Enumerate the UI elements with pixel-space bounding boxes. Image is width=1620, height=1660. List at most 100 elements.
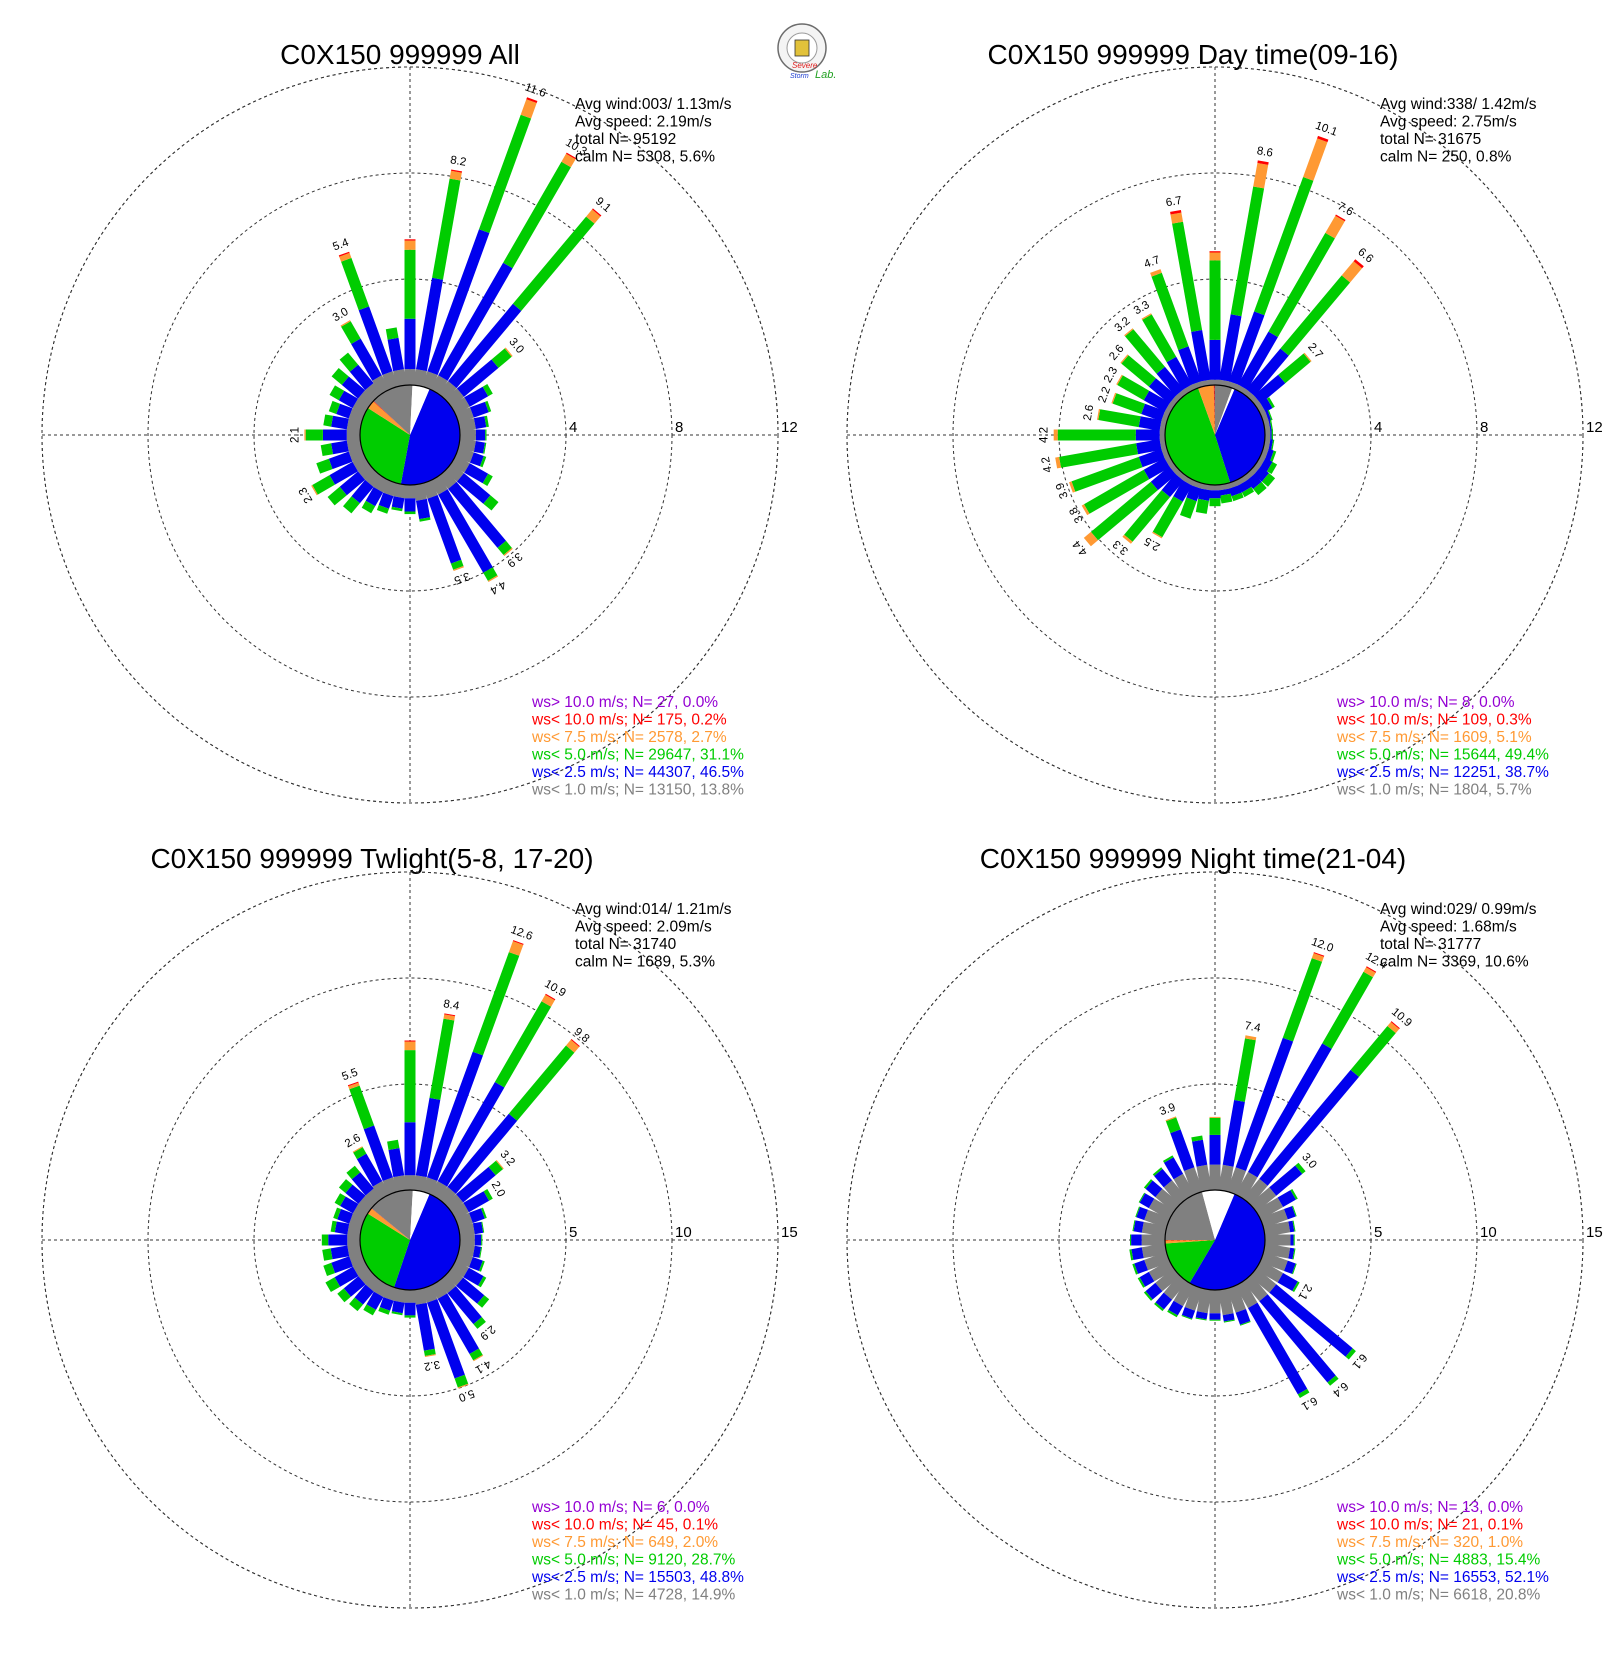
bar-segment-lt7_5 xyxy=(1363,967,1376,978)
bar-segment-lt1 xyxy=(1196,1164,1212,1192)
bar-segment-lt7_5 xyxy=(1387,1022,1400,1034)
legend-entry-lt5: ws< 5.0 m/s; N= 15644, 49.4% xyxy=(1336,747,1549,764)
bar-segment-lt2_5 xyxy=(338,390,358,409)
bar-value-label: 4.7 xyxy=(1143,254,1162,271)
bar-segment-lt2_5 xyxy=(1143,457,1170,480)
bar-segment-lt1 xyxy=(444,462,464,482)
bar-segment-lt2_5 xyxy=(1209,339,1221,380)
bar-value-label: 8.4 xyxy=(442,998,460,1013)
bar-segment-lt1 xyxy=(1184,1167,1204,1195)
pie-slice-calm xyxy=(410,385,430,435)
bar-segment-lt5 xyxy=(484,415,489,428)
stats-line: total N= 95192 xyxy=(575,131,676,148)
pie-outline xyxy=(359,384,461,486)
bar-segment-lt5 xyxy=(485,429,487,441)
bar-segment-lt2_5 xyxy=(358,306,393,375)
bar-segment-lt2_5 xyxy=(1246,348,1289,397)
bar-segment-lt2_5 xyxy=(1288,1247,1295,1260)
bar-segment-lt2_5 xyxy=(427,1299,465,1379)
bar-value-label: 3.5 xyxy=(452,569,471,586)
bar-segment-lt2_5 xyxy=(1131,1247,1144,1260)
bar-segment-lt1 xyxy=(365,383,383,401)
bar-segment-lt2_5 xyxy=(1164,1157,1184,1180)
bar-segment-lt2_5 xyxy=(464,386,489,407)
stats-line: Avg wind:338/ 1.42m/s xyxy=(1380,96,1537,113)
bar-segment-lt5 xyxy=(478,1276,487,1288)
bar-segment-lt5 xyxy=(1231,492,1244,502)
pie-slice-lt7_5 xyxy=(1198,385,1215,435)
bar-segment-lt7_5 xyxy=(1325,215,1345,239)
bar-segment-lt5 xyxy=(385,327,399,340)
bar-segment-lt5 xyxy=(1292,1205,1297,1217)
bar-value-label: 4.2 xyxy=(1039,427,1051,443)
bar-segment-lt10 xyxy=(1366,966,1377,973)
bar-segment-lt2_5 xyxy=(1259,1069,1359,1186)
bar-segment-lt2_5 xyxy=(1269,1165,1303,1196)
bar-value-label: 5.4 xyxy=(331,237,351,254)
bar-segment-lt5 xyxy=(323,1262,335,1276)
bar-segment-lt2_5 xyxy=(1222,1100,1245,1167)
bar-segment-lt2_5 xyxy=(1253,374,1286,404)
stats-line: Avg speed: 2.75m/s xyxy=(1380,114,1517,131)
bar-segment-lt5 xyxy=(312,475,335,495)
bar-segment-lt2_5 xyxy=(474,1234,482,1246)
bar-segment-lt2_5 xyxy=(404,498,416,512)
bar-value-label: 4.1 xyxy=(473,1357,493,1375)
logo-text-severe: Severe xyxy=(792,61,818,70)
bar-segment-lt10 xyxy=(347,1081,359,1087)
bar-segment-lt1 xyxy=(346,438,362,452)
pie-slice-lt2_5 xyxy=(400,388,461,486)
bar-segment-lt1 xyxy=(346,429,360,441)
bar-segment-lt2_5 xyxy=(1219,488,1231,496)
bar-segment-lt5 xyxy=(1112,393,1145,414)
bar-segment-lt2_5 xyxy=(1161,473,1184,498)
bar-segment-lt1 xyxy=(1144,1251,1170,1271)
legend-entry-lt10: ws< 10.0 m/s; N= 21, 0.1% xyxy=(1336,1517,1523,1534)
stats-line: Avg speed: 2.19m/s xyxy=(575,114,712,131)
bar-segment-lt2_5 xyxy=(340,1196,359,1214)
radial-tick-label: 12 xyxy=(1586,419,1603,436)
bar-segment-lt2_5 xyxy=(427,495,462,564)
pie-slice-lt7_5 xyxy=(1165,1240,1215,1244)
stats-line: Avg wind:029/ 0.99m/s xyxy=(1380,901,1537,918)
bar-segment-lt5 xyxy=(497,540,512,555)
bar-segment-lt5 xyxy=(353,1147,367,1160)
legend-entry-lt1: ws< 1.0 m/s; N= 4728, 14.9% xyxy=(531,1587,736,1604)
bar-segment-lt1 xyxy=(372,1181,390,1200)
bar-segment-lt5 xyxy=(1167,1309,1178,1318)
bar-segment-lt2_5 xyxy=(330,1245,350,1260)
bar-segment-lt2_5 xyxy=(463,1267,484,1286)
legend-entry-gt10: ws> 10.0 m/s; N= 13, 0.0% xyxy=(1336,1499,1523,1516)
bar-segment-lt1 xyxy=(450,1202,469,1220)
bar-segment-lt2_5 xyxy=(1288,1220,1295,1233)
bar-segment-lt2_5 xyxy=(456,473,491,504)
bar-segment-lt1 xyxy=(1260,1251,1288,1271)
bar-segment-lt7_5 xyxy=(566,1039,580,1053)
bar-segment-lt5 xyxy=(1195,498,1209,514)
bar-segment-lt2_5 xyxy=(1265,448,1274,461)
bar-segment-lt2_5 xyxy=(1268,419,1272,431)
pie-slice-lt5 xyxy=(360,408,410,485)
bar-segment-lt2_5 xyxy=(1209,1313,1221,1320)
bar-segment-lt5 xyxy=(1282,958,1323,1042)
bar-segment-lt5 xyxy=(472,952,520,1056)
bar-segment-lt2_5 xyxy=(379,1297,394,1311)
bar-segment-lt2_5 xyxy=(469,1208,485,1223)
bar-segment-lt5 xyxy=(1129,1249,1134,1261)
bar-segment-lt1 xyxy=(444,388,464,408)
bar-segment-lt5 xyxy=(1195,1317,1207,1321)
bar-segment-lt1 xyxy=(460,1234,475,1246)
stats-line: Avg speed: 2.09m/s xyxy=(575,919,712,936)
bar-segment-lt2_5 xyxy=(378,492,394,509)
bar-segment-lt1 xyxy=(393,369,407,387)
pie-slice-lt10 xyxy=(371,1208,410,1240)
bar-segment-lt2_5 xyxy=(328,1234,348,1246)
bar-segment-lt2_5 xyxy=(448,481,506,548)
bar-segment-lt1 xyxy=(430,1181,448,1200)
pie-slice-lt10 xyxy=(1213,385,1215,435)
logo-text-storm: Storm xyxy=(790,73,809,80)
bar-segment-lt2_5 xyxy=(1133,1220,1144,1233)
bar-segment-lt5 xyxy=(1253,481,1267,496)
bar-segment-lt2_5 xyxy=(470,401,489,418)
